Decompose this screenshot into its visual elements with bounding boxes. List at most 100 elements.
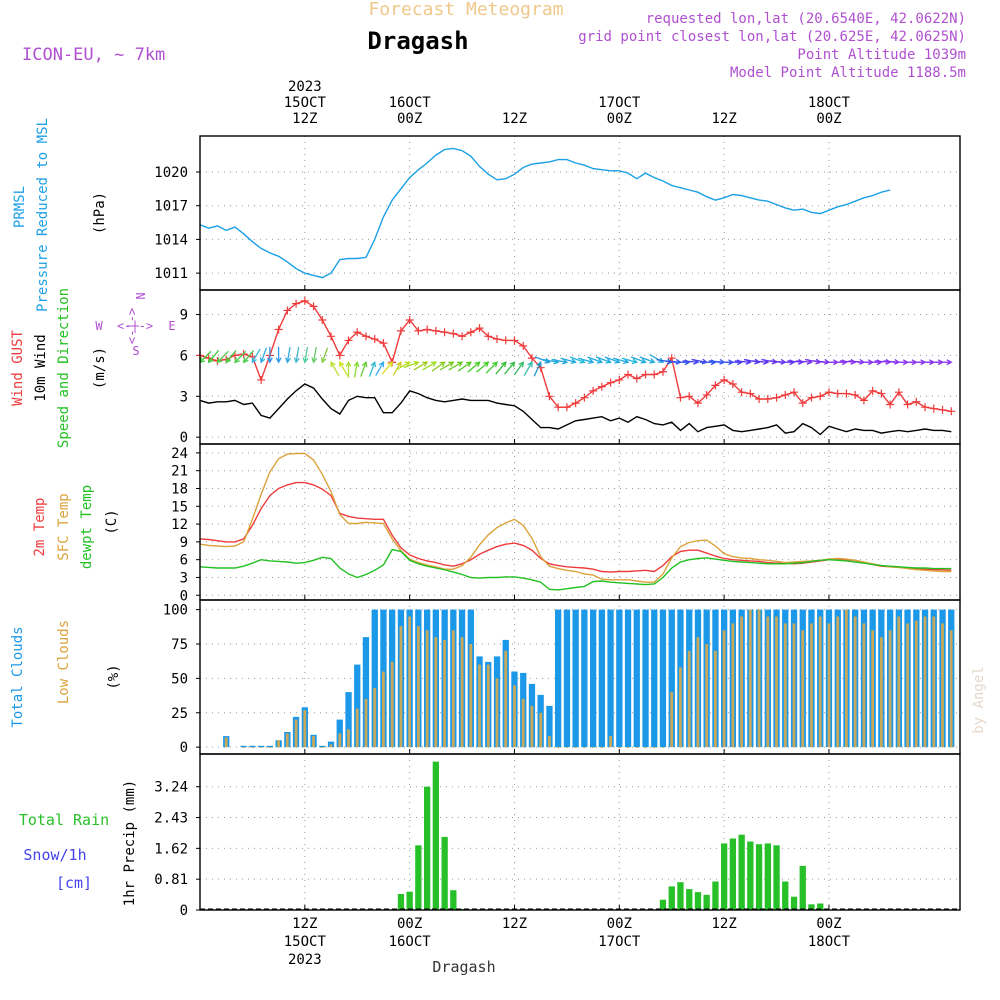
wind-arrow-head [500,361,507,368]
gust-marker [720,375,729,384]
bar-total-rain [659,899,667,910]
bar-total-clouds [581,609,588,748]
wind-arrow [513,361,524,376]
gust-marker [440,328,449,337]
wind-arrow-head [885,358,892,365]
gust-marker [711,381,720,390]
gust-marker [641,370,650,379]
wind-arrow [260,347,268,363]
wind-arrow [439,361,454,371]
gust-marker [877,389,886,398]
wind-label-gust: Wind GUST [10,330,26,406]
wind-arrow [796,360,812,363]
gust-marker [519,341,528,350]
bottom-tick-l2: 18OCT [808,934,851,950]
gust-marker [274,325,283,334]
bar-low-clouds [914,620,918,748]
wind-arrow [368,362,376,377]
clouds-label-total: Total Clouds [10,626,26,727]
wind-arrow [448,361,463,371]
bar-low-clouds [853,616,857,748]
wind-arrow-head [483,361,490,368]
y-tick-label: 1014 [154,232,188,248]
precip-label-cm: [cm] [56,874,92,892]
wind-arrow-head [631,358,639,365]
panels: 1011101410171020036903691215182124025507… [154,135,961,919]
bottom-tick-l1: 00Z [607,916,632,932]
bar-low-clouds [486,664,490,748]
gust-marker [257,375,266,384]
wind-arrow-head [339,361,345,368]
bar-low-clouds [259,747,263,748]
panel-clouds: 0 25 50 75 100 [163,599,961,756]
bar-low-clouds [635,747,639,748]
wind-arrow-head [251,357,258,364]
bottom-tick-l1: 12Z [502,916,527,932]
series-line-10m-wind [199,383,952,436]
pressure-label-1: PRMSL [12,186,28,228]
gust-marker [676,393,685,402]
wind-arrow-head [850,358,857,365]
top-tick-l3: 00Z [397,111,422,127]
bar-total-clouds [240,745,247,748]
bar-low-clouds [661,747,665,748]
wind-arrow [339,361,349,376]
gust-marker [353,328,362,337]
y-tick-label: 1020 [154,165,188,181]
bar-total-rain [790,896,798,910]
chart-title: Forecast Meteogram [368,0,563,20]
wind-arrow-head [430,361,438,367]
bar-total-rain [808,904,815,910]
wind-arrow-head [536,361,542,368]
gust-marker [632,374,641,383]
gust-marker [527,354,536,363]
bar-low-clouds [364,699,368,748]
bar-low-clouds [748,609,752,748]
compass-s: S [132,344,139,358]
bar-total-rain [764,843,771,910]
gust-marker [615,375,624,384]
gust-marker [501,336,510,345]
bar-low-clouds [740,616,743,748]
bar-low-clouds [539,712,543,748]
wind-arrow [295,346,300,363]
bar-total-clouds [258,745,265,748]
wind-arrow [467,361,480,373]
model-altitude: Model Point Altitude 1188.5m [730,65,966,81]
wind-arrow-head [518,361,524,368]
gust-marker [755,395,764,404]
wind-arrow [312,346,317,363]
wind-arrow-head [396,361,402,368]
gust-marker [344,336,353,345]
wind-arrow-head [527,361,533,368]
top-tick-l2: 15OCT [284,95,327,111]
wind-arrow-head [815,358,822,365]
y-tick-label: 1017 [154,199,188,215]
wind-arrow [839,360,856,363]
bar-low-clouds [574,747,577,748]
wind-arrow-head [666,358,674,365]
temp-unit: (C) [104,509,120,534]
bar-total-clouds [371,609,378,748]
bar-low-clouds [513,685,516,748]
wind-arrow [542,358,559,363]
bar-low-clouds [714,650,717,748]
gust-marker [292,299,301,308]
bar-low-clouds [268,747,272,748]
bar-low-clouds [766,616,770,748]
gust-marker [947,407,956,416]
wind-arrow [787,360,803,363]
wind-arrow [375,361,385,376]
bottom-tick-l2: 15OCT [284,934,327,950]
wind-arrow-head [588,358,595,365]
clouds-label-low: Low Clouds [56,620,72,704]
top-tick-l2: 16OCT [389,95,432,111]
bar-low-clouds [757,609,761,748]
bar-low-clouds [469,644,473,748]
bottom-tick-l2: 16OCT [389,934,432,950]
bar-total-clouds [546,705,553,748]
bottom-tick-l1: 12Z [292,916,317,932]
grid-point-coords: grid point closest lon,lat (20.625E, 42.… [578,29,966,45]
gust-marker [886,400,895,409]
